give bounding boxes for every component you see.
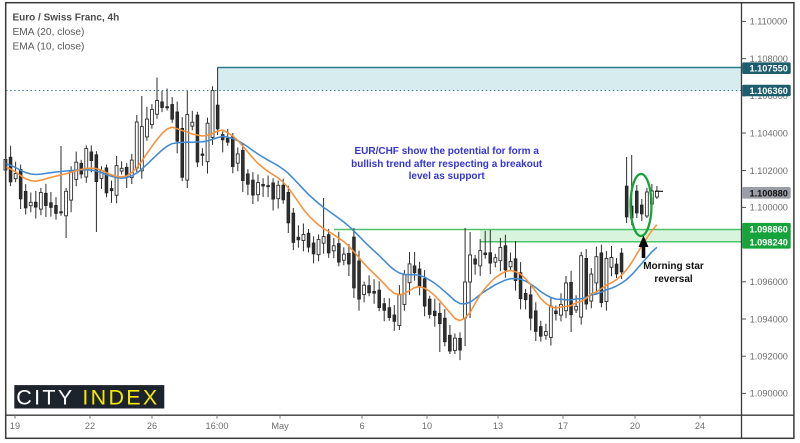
svg-text:1.100880: 1.100880 bbox=[750, 188, 788, 198]
svg-text:EMA (10, close): EMA (10, close) bbox=[13, 41, 85, 52]
svg-text:May: May bbox=[271, 421, 289, 431]
svg-text:26: 26 bbox=[147, 421, 157, 431]
svg-text:10: 10 bbox=[422, 421, 432, 431]
svg-text:1.100000: 1.100000 bbox=[750, 203, 788, 213]
svg-text:CITY INDEX: CITY INDEX bbox=[16, 386, 159, 410]
svg-text:1.102000: 1.102000 bbox=[750, 166, 788, 176]
svg-text:1.107550: 1.107550 bbox=[750, 64, 788, 74]
svg-text:20: 20 bbox=[630, 421, 640, 431]
svg-text:EUR/CHF show the potential for: EUR/CHF show the potential for form a bbox=[354, 146, 539, 157]
svg-text:Euro / Swiss Franc, 4h: Euro / Swiss Franc, 4h bbox=[13, 13, 120, 24]
svg-text:EMA (20, close): EMA (20, close) bbox=[13, 27, 85, 38]
svg-text:1.092000: 1.092000 bbox=[750, 352, 788, 362]
svg-text:1.110000: 1.110000 bbox=[750, 17, 788, 27]
svg-text:19: 19 bbox=[10, 421, 20, 431]
svg-text:16:00: 16:00 bbox=[206, 421, 229, 431]
svg-text:1.096000: 1.096000 bbox=[750, 277, 788, 287]
svg-text:Morning star: Morning star bbox=[643, 261, 704, 272]
svg-text:6: 6 bbox=[359, 421, 364, 431]
svg-text:reversal: reversal bbox=[654, 274, 693, 285]
svg-text:17: 17 bbox=[558, 421, 568, 431]
svg-text:level as support: level as support bbox=[409, 171, 486, 182]
svg-text:1.094000: 1.094000 bbox=[750, 314, 788, 324]
svg-text:22: 22 bbox=[85, 421, 95, 431]
svg-text:1.098860: 1.098860 bbox=[750, 225, 788, 235]
svg-text:1.104000: 1.104000 bbox=[750, 128, 788, 138]
svg-text:1.090000: 1.090000 bbox=[750, 389, 788, 399]
svg-text:1.106360: 1.106360 bbox=[750, 86, 788, 96]
svg-text:24: 24 bbox=[695, 421, 705, 431]
svg-text:bullish trend after respecting: bullish trend after respecting a breakou… bbox=[351, 159, 543, 170]
svg-text:1.098240: 1.098240 bbox=[750, 238, 788, 248]
svg-text:1.108000: 1.108000 bbox=[750, 54, 788, 64]
svg-text:13: 13 bbox=[493, 421, 503, 431]
